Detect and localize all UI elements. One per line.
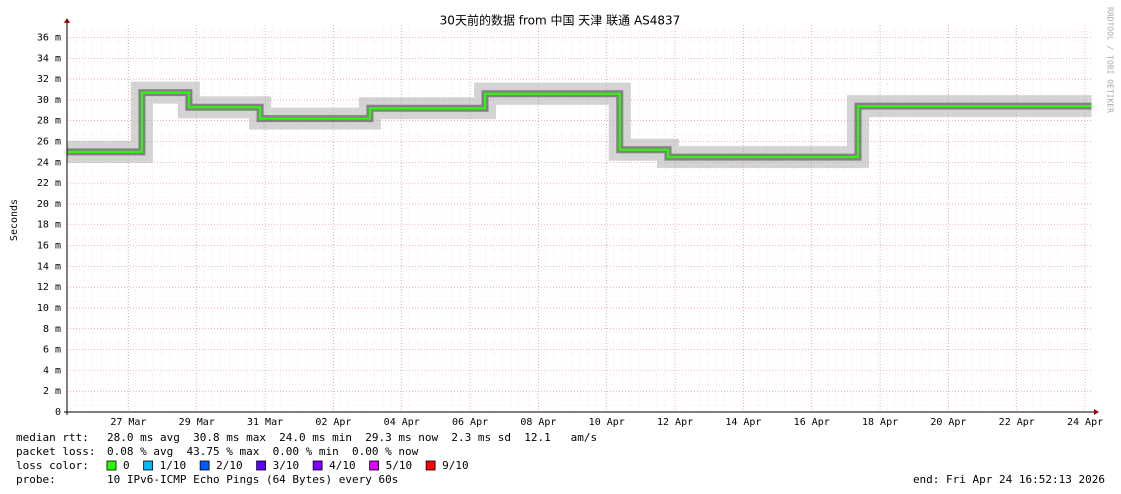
loss-swatch (143, 460, 154, 471)
loss-swatch (369, 460, 380, 471)
stat-text: 0.08 % avg 43.75 % max 0.00 % min 0.00 %… (107, 445, 419, 458)
y-tick-label: 20 m (37, 199, 61, 210)
x-tick-label: 16 Apr (794, 417, 830, 428)
y-tick-label: 28 m (37, 116, 61, 127)
stat-label: packet loss: (16, 445, 95, 458)
y-tick-label: 12 m (37, 282, 61, 293)
y-tick-label: 32 m (37, 74, 61, 85)
y-tick-label: 30 m (37, 95, 61, 106)
loss-swatch (425, 460, 436, 471)
y-tick-label: 6 m (43, 345, 61, 356)
probe-text: 10 IPv6-ICMP Echo Pings (64 Bytes) every… (107, 473, 398, 486)
y-tick-label: 18 m (37, 220, 61, 231)
x-tick-label: 27 Mar (110, 417, 146, 428)
loss-swatch-label: 5/10 (386, 459, 413, 472)
x-tick-label: 12 Apr (657, 417, 693, 428)
x-tick-label: 22 Apr (999, 417, 1035, 428)
x-tick-label: 29 Mar (179, 417, 215, 428)
loss-swatch (106, 460, 117, 471)
loss-legend: 0 1/10 2/10 3/10 4/10 5/10 9/10 (106, 459, 469, 472)
x-tick-label: 18 Apr (862, 417, 898, 428)
chart-title: 30天前的数据 from 中国 天津 联通 AS4837 (440, 13, 681, 28)
y-tick-label: 4 m (43, 365, 61, 376)
x-tick-label: 08 Apr (520, 417, 556, 428)
x-tick-label: 02 Apr (315, 417, 351, 428)
end-time: end: Fri Apr 24 16:52:13 2026 (913, 473, 1105, 486)
series-line (67, 91, 1092, 159)
x-tick-label: 24 Apr (1067, 417, 1103, 428)
x-tick-label: 06 Apr (452, 417, 488, 428)
y-tick-label: 34 m (37, 53, 61, 64)
y-tick-label: 24 m (37, 157, 61, 168)
y-tick-label: 36 m (37, 32, 61, 43)
loss-swatch (256, 460, 267, 471)
y-tick-label: 2 m (43, 386, 61, 397)
y-tick-label: 8 m (43, 324, 61, 335)
x-tick-label: 20 Apr (930, 417, 966, 428)
x-tick-label: 14 Apr (725, 417, 761, 428)
y-tick-label: 16 m (37, 241, 61, 252)
loss-label: loss color: (16, 459, 89, 472)
credit: RRDTOOL / TOBI OETIKER (1106, 7, 1115, 113)
y-axis-label: Seconds (9, 199, 20, 241)
loss-swatch-label: 3/10 (273, 459, 300, 472)
loss-swatch-label: 2/10 (216, 459, 243, 472)
stat-label: median rtt: (16, 431, 89, 444)
y-tick-label: 0 (55, 407, 61, 418)
loss-swatch (199, 460, 210, 471)
x-tick-label: 10 Apr (589, 417, 625, 428)
loss-swatch (312, 460, 323, 471)
x-tick-label: 04 Apr (384, 417, 420, 428)
y-tick-label: 14 m (37, 261, 61, 272)
plot (67, 25, 1092, 412)
loss-swatch-label: 1/10 (160, 459, 187, 472)
probe-label: probe: (16, 473, 56, 486)
stat-text: 28.0 ms avg 30.8 ms max 24.0 ms min 29.3… (107, 431, 597, 444)
x-tick-label: 31 Mar (247, 417, 283, 428)
y-tick-label: 26 m (37, 137, 61, 148)
loss-swatch-label: 0 (123, 459, 130, 472)
y-tick-label: 10 m (37, 303, 61, 314)
axis-arrow (1094, 409, 1099, 415)
loss-swatch-label: 4/10 (329, 459, 356, 472)
axis-arrow (64, 18, 70, 23)
loss-swatch-label: 9/10 (442, 459, 469, 472)
y-tick-label: 22 m (37, 178, 61, 189)
